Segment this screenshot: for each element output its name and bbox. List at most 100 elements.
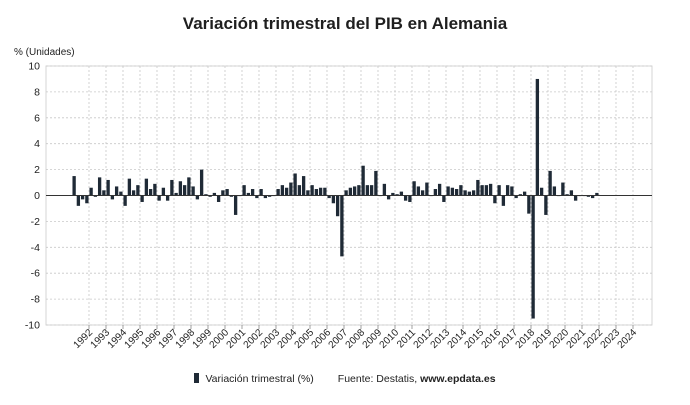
bar <box>318 187 323 196</box>
bar <box>522 191 527 196</box>
bar <box>131 190 136 196</box>
bar <box>323 187 327 196</box>
bar <box>80 195 85 200</box>
bar <box>548 170 552 196</box>
bar <box>284 187 289 196</box>
bar <box>314 189 319 196</box>
bar <box>331 195 336 204</box>
y-tick-label: 10 <box>28 61 40 73</box>
bar <box>340 195 344 257</box>
bar <box>480 185 484 196</box>
bar <box>476 179 480 196</box>
bar <box>225 189 229 196</box>
bar <box>416 186 421 196</box>
bar <box>561 182 565 196</box>
bar <box>463 190 467 196</box>
bar <box>412 181 416 196</box>
bar <box>297 185 302 196</box>
bar <box>539 187 544 196</box>
legend-swatch <box>194 373 200 383</box>
bar <box>518 194 523 196</box>
bar <box>97 177 102 196</box>
bar <box>310 185 314 196</box>
x-tick-label: 2024 <box>616 327 640 351</box>
bar <box>408 195 412 202</box>
bar <box>501 195 506 206</box>
bar <box>527 195 531 214</box>
bar <box>510 186 514 196</box>
bar <box>216 195 221 202</box>
bar <box>182 185 187 196</box>
bar <box>374 170 378 196</box>
bar <box>306 190 310 196</box>
bar <box>335 195 340 217</box>
bar <box>565 194 569 196</box>
bar <box>85 195 89 204</box>
bar <box>514 195 518 199</box>
bar <box>199 169 204 196</box>
bar <box>93 195 98 197</box>
bar <box>471 190 476 196</box>
bar <box>250 189 255 196</box>
legend-series-label: Variación trimestral (%) <box>205 373 314 385</box>
bar <box>403 195 408 201</box>
bar <box>148 189 153 196</box>
bar <box>544 195 548 215</box>
bar <box>229 195 234 197</box>
bar <box>289 182 293 196</box>
bar <box>178 181 183 196</box>
bar <box>263 195 268 199</box>
bar <box>493 195 497 204</box>
bar <box>293 173 297 196</box>
bar <box>361 165 365 196</box>
bar <box>595 192 599 196</box>
y-tick-label: 4 <box>34 138 40 150</box>
bar <box>157 195 161 201</box>
bar <box>450 187 455 196</box>
source-site: www.epdata.es <box>420 373 496 385</box>
bar <box>327 195 331 199</box>
bar <box>425 182 429 196</box>
y-tick-label: 6 <box>34 112 40 124</box>
bar <box>246 192 251 196</box>
bar <box>344 190 348 196</box>
y-tick-label: -4 <box>31 242 40 254</box>
bar <box>357 185 361 196</box>
bar <box>140 195 144 202</box>
y-tick-label: 0 <box>34 190 40 202</box>
y-tick-label: 2 <box>34 164 40 176</box>
bar <box>127 178 132 196</box>
legend: Variación trimestral (%) Fuente: Destatis… <box>0 373 690 385</box>
bar <box>280 185 285 196</box>
y-tick-label: -2 <box>31 216 40 228</box>
bar <box>233 195 238 215</box>
y-tick-label: -8 <box>31 294 40 306</box>
bar <box>569 190 574 196</box>
bar <box>76 195 81 206</box>
bar <box>437 183 442 196</box>
bar <box>208 195 212 197</box>
bar <box>267 195 272 197</box>
y-tick-label: -6 <box>31 268 40 280</box>
bar <box>72 176 76 196</box>
bar <box>531 195 535 319</box>
bar <box>102 190 106 196</box>
bar <box>212 192 217 196</box>
bar <box>365 185 370 196</box>
bar <box>352 186 357 196</box>
bar <box>114 186 119 196</box>
bar <box>123 195 127 206</box>
bar <box>459 185 463 196</box>
bar <box>153 183 157 196</box>
bar <box>255 195 259 199</box>
bar <box>221 190 225 196</box>
bar <box>433 189 438 196</box>
bar <box>276 189 280 196</box>
bar <box>420 190 425 196</box>
bar <box>136 185 140 196</box>
bar <box>187 177 191 196</box>
bar <box>144 178 149 196</box>
bar <box>552 186 557 196</box>
bar <box>488 183 493 196</box>
